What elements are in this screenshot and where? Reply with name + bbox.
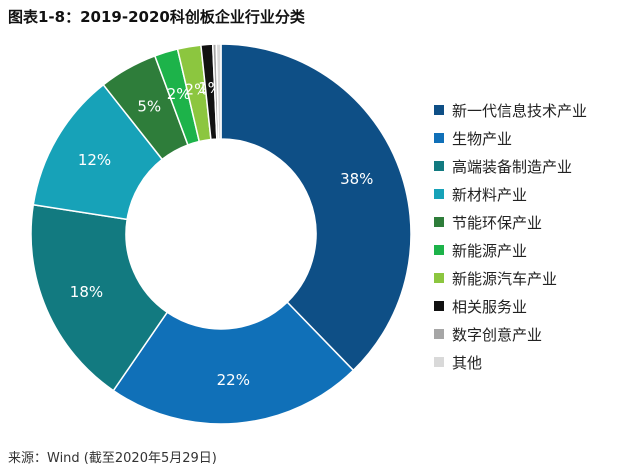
legend-swatch-5 [434, 245, 444, 255]
slice-label-3: 12% [78, 151, 111, 169]
legend-label-9: 其他 [452, 353, 483, 372]
legend-swatch-1 [434, 133, 444, 143]
legend-label-6: 新能源汽车产业 [452, 269, 558, 288]
chart-title: 图表1-8：2019-2020科创板企业行业分类 [8, 8, 305, 26]
legend-label-0: 新一代信息技术产业 [452, 101, 588, 120]
legend-label-8: 数字创意产业 [452, 325, 543, 344]
legend-label-3: 新材料产业 [452, 185, 528, 204]
legend-label-7: 相关服务业 [452, 297, 528, 316]
legend-label-4: 节能环保产业 [452, 213, 543, 232]
slice-label-5: 2% [167, 85, 191, 103]
legend-item-8: 数字创意产业 [434, 320, 587, 348]
legend-swatch-8 [434, 329, 444, 339]
chart-legend: 新一代信息技术产业 生物产业高端装备制造产业 新材料产业节能环保产业 新能源产业新能源… [434, 96, 587, 376]
legend-item-4: 节能环保产业 [434, 208, 587, 236]
legend-item-0: 新一代信息技术产业 [434, 96, 587, 124]
slice-2 [30, 203, 169, 392]
legend-swatch-9 [434, 357, 444, 367]
legend-swatch-4 [434, 217, 444, 227]
slice-label-0: 38% [340, 170, 373, 188]
slice-1 [112, 301, 355, 425]
legend-swatch-0 [434, 105, 444, 115]
legend-swatch-2 [434, 161, 444, 171]
legend-swatch-3 [434, 189, 444, 199]
slice-label-2: 18% [70, 283, 103, 301]
legend-label-2: 高端装备制造产业 [452, 157, 573, 176]
legend-item-2: 高端装备制造产业 [434, 152, 587, 180]
legend-item-9: 其他 [434, 348, 587, 376]
legend-item-1: 生物产业 [434, 124, 587, 152]
legend-label-1: 生物产业 [452, 129, 513, 148]
legend-item-6: 新能源汽车产业 [434, 264, 587, 292]
legend-swatch-7 [434, 301, 444, 311]
legend-label-5: 新能源产业 [452, 241, 528, 260]
legend-item-5: 新能源产业 [434, 236, 587, 264]
slice-label-4: 5% [137, 97, 161, 115]
donut-chart: 38%22%18%12%5%2%2%1% [30, 43, 412, 425]
source-note: 来源：Wind (截至2020年5月29日) [8, 451, 217, 466]
legend-swatch-6 [434, 273, 444, 283]
slice-label-1: 22% [217, 371, 250, 389]
slice-0 [220, 43, 412, 372]
slice-9 [215, 43, 222, 140]
slice-label-6: 2% [185, 81, 209, 99]
legend-item-7: 相关服务业 [434, 292, 587, 320]
legend-item-3: 新材料产业 [434, 180, 587, 208]
